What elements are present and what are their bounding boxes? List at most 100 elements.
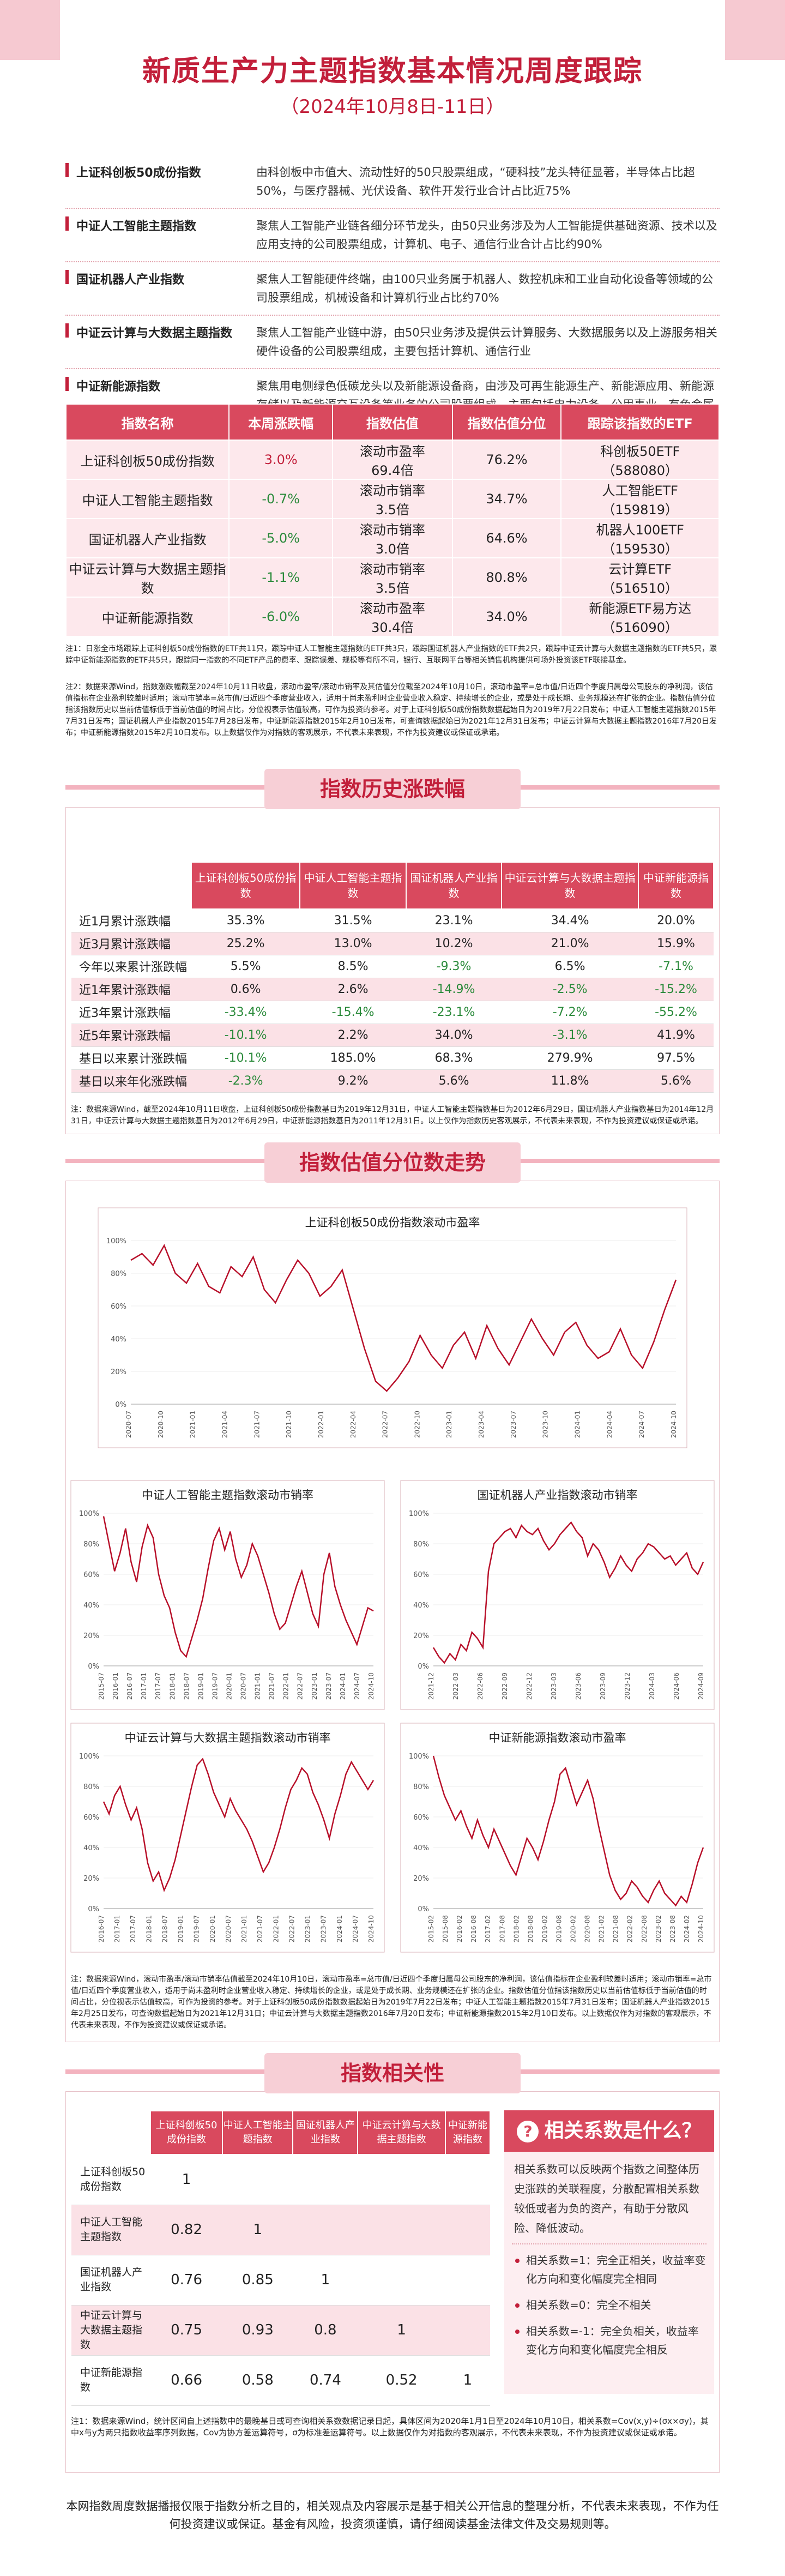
- x-tick-label: 2020-07: [240, 1672, 247, 1700]
- table-cell: 0.82: [150, 2205, 223, 2255]
- y-tick-label: 0%: [418, 1663, 429, 1671]
- info-bullet: 相关系数=1：完全正相关，收益率变化方向和变化幅度完全相同: [512, 2251, 706, 2288]
- index-name-cell: 中证人工智能主题指数: [65, 479, 230, 519]
- x-tick-label: 2018-01: [168, 1672, 176, 1700]
- table-cell: 20.0%: [638, 909, 714, 932]
- column-header: 指数估值: [332, 404, 453, 441]
- x-tick-label: 2017-07: [129, 1915, 137, 1942]
- x-tick-label: 2023-01: [304, 1915, 312, 1942]
- x-tick-label: 2022-03: [452, 1672, 460, 1700]
- y-tick-label: 0%: [88, 1905, 99, 1913]
- chart-title: 中证人工智能主题指数滚动市销率: [142, 1489, 313, 1502]
- table-cell: 15.9%: [638, 932, 714, 955]
- x-tick-label: 2022-08: [641, 1915, 648, 1942]
- history-table: 上证科创板50成份指数 中证人工智能主题指数 国证机器人产业指数 中证云计算与大…: [71, 862, 714, 1093]
- correlation-info-box: ? 相关系数是什么？ 相关系数可以反映两个指数之间整体历史涨跌的关联程度，分散配置…: [504, 2110, 714, 2394]
- page-subtitle: （2024年10月8日-11日）: [280, 96, 505, 118]
- row-label: 中证云计算与大数据主题指数: [71, 2305, 150, 2356]
- table-row: 近1年累计涨跌幅 0.6% 2.6% -14.9% -2.5% -15.2%: [71, 978, 714, 1001]
- x-tick-label: 2022-01: [317, 1411, 325, 1438]
- index-name: 上证科创板50成份指数: [76, 166, 201, 180]
- column-header: 国证机器人产业指数: [405, 862, 503, 910]
- table-cell: -2.5%: [502, 978, 639, 1001]
- x-tick-label: 2024-07: [352, 1915, 359, 1942]
- x-tick-label: 2022-01: [282, 1672, 290, 1700]
- table-cell: -7.1%: [638, 955, 714, 978]
- accent-bar: [65, 216, 69, 231]
- table-cell: 1: [150, 2154, 223, 2205]
- y-tick-label: 40%: [413, 1602, 429, 1610]
- table-cell: 34.0%: [406, 1024, 502, 1047]
- x-tick-label: 2020-01: [225, 1672, 233, 1700]
- y-tick-label: 20%: [111, 1368, 126, 1376]
- series-line: [102, 1516, 374, 1658]
- decor-square-right: [725, 0, 785, 60]
- table-cell: 21.0%: [502, 932, 639, 955]
- x-tick-label: 2016-07: [98, 1915, 105, 1942]
- correlation-table: 上证科创板50成份指数 中证人工智能主题指数 国证机器人产业指数 中证云计算与大…: [71, 2110, 491, 2406]
- table-cell: -10.1%: [191, 1024, 300, 1047]
- y-tick-label: 100%: [79, 1510, 99, 1518]
- x-tick-label: 2022-01: [272, 1915, 280, 1942]
- x-tick-label: 2022-02: [626, 1915, 634, 1942]
- table-cell: 279.9%: [502, 1046, 639, 1070]
- y-tick-label: 100%: [106, 1237, 126, 1245]
- etf-name: 新能源ETF易方达: [589, 601, 691, 616]
- x-tick-label: 2023-07: [325, 1672, 333, 1700]
- x-tick-label: 2017-07: [154, 1672, 162, 1700]
- etf-cell: 新能源ETF易方达 （516090）: [560, 597, 720, 637]
- index-name: 中证新能源指数: [76, 380, 161, 394]
- table-cell: 1: [445, 2355, 490, 2406]
- row-label: 近1月累计涨跌幅: [71, 909, 191, 932]
- correlation-note: 注1：数据来源Wind，统计区间自上述指数中的最晚基日或可查询相关系数数据记录日…: [71, 2416, 709, 2437]
- column-header: 上证科创板50成份指数: [190, 862, 301, 910]
- column-header: 上证科创板50成份指数: [149, 2110, 224, 2155]
- x-tick-label: 2019-07: [211, 1672, 219, 1700]
- table-cell: 0.52: [358, 2355, 445, 2406]
- y-tick-label: 80%: [413, 1783, 429, 1791]
- y-tick-label: 60%: [83, 1814, 99, 1822]
- index-name: 中证云计算与大数据主题指数: [76, 327, 233, 340]
- index-desc-row: 中证云计算与大数据主题指数 聚焦人工智能产业链中游，由50只业务涉及提供云计算服务…: [65, 316, 720, 369]
- summary-note-1: 注1：日涨全市场跟踪上证科创板50成份指数的ETF共11只，跟踪中证人工智能主题…: [65, 645, 717, 665]
- table-cell: [293, 2154, 358, 2205]
- y-tick-label: 0%: [88, 1663, 99, 1671]
- table-row: 中证新能源指数 -6.0% 滚动市盈率 30.4倍 34.0% 新能源ETF易方达…: [65, 597, 720, 637]
- table-cell: 0.58: [222, 2355, 293, 2406]
- index-description: 聚焦人工智能产业链中游，由50只业务涉及提供云计算服务、大数据服务以及上游服务相…: [256, 326, 717, 358]
- table-cell: -55.2%: [638, 1001, 714, 1024]
- index-name: 中证人工智能主题指数: [76, 220, 197, 233]
- x-tick-label: 2022-07: [288, 1915, 295, 1942]
- table-cell: 13.0%: [300, 932, 406, 955]
- question-icon: ?: [517, 2121, 539, 2142]
- valuation-metric: 滚动市销率: [359, 483, 425, 498]
- info-box-title: 相关系数是什么？: [544, 2120, 702, 2142]
- table-cell: [358, 2154, 445, 2205]
- table-cell: 1: [293, 2255, 358, 2306]
- chart-frame: [98, 1207, 687, 1448]
- info-bullet: 相关系数=0：完全不相关: [512, 2296, 706, 2314]
- table-cell: -10.1%: [191, 1046, 300, 1070]
- y-tick-label: 60%: [111, 1303, 126, 1311]
- index-desc-row: 中证人工智能主题指数 聚焦人工智能产业链各细分环节龙头，由50只业务涉及为人工智能…: [65, 209, 720, 262]
- x-tick-label: 2024-07: [638, 1411, 645, 1438]
- y-tick-label: 20%: [413, 1875, 429, 1883]
- table-cell: 1: [222, 2205, 293, 2255]
- history-header-row: 上证科创板50成份指数 中证人工智能主题指数 国证机器人产业指数 中证云计算与大…: [71, 862, 714, 910]
- accent-bar: [65, 270, 69, 284]
- history-note: 注：数据来源Wind，截至2024年10月11日收盘，上证科创板50成份指数基日…: [71, 1105, 714, 1126]
- x-tick-label: 2020-01: [209, 1915, 216, 1942]
- table-row: 中证人工智能主题指数 0.82 1: [71, 2205, 490, 2255]
- table-cell: [445, 2255, 490, 2306]
- chart-title: 国证机器人产业指数滚动市销率: [478, 1489, 638, 1502]
- table-cell: -33.4%: [191, 1001, 300, 1024]
- column-header: 中证新能源指数: [444, 2110, 491, 2155]
- y-tick-label: 0%: [115, 1401, 126, 1409]
- table-cell: 25.2%: [191, 932, 300, 955]
- table-cell: 0.93: [222, 2305, 293, 2356]
- column-header: 本周涨跌幅: [228, 404, 334, 441]
- table-cell: 0.66: [150, 2355, 223, 2406]
- y-tick-label: 40%: [111, 1335, 126, 1344]
- table-cell: 2.2%: [300, 1024, 406, 1047]
- table-cell: 0.75: [150, 2305, 223, 2356]
